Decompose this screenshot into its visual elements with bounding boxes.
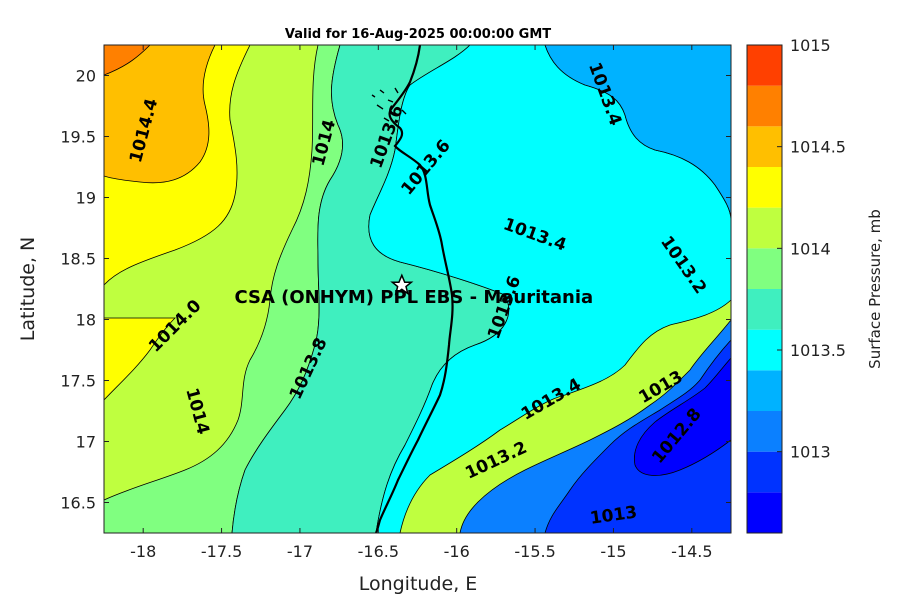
- contour-band-1012.8: [633, 357, 731, 476]
- y-axis: 16.5 17 17.5 18 18.5 19 19.5 20: [60, 67, 731, 513]
- contour-band-1013.2: [544, 45, 731, 221]
- y-tick-label: 16.5: [60, 494, 96, 513]
- y-tick-label: 19: [76, 189, 96, 208]
- colorbar-segment: [747, 126, 782, 167]
- chart-title: Valid for 16-Aug-2025 00:00:00 GMT: [285, 27, 551, 42]
- colorbar-segment: [747, 370, 782, 411]
- y-axis-label: Latitude, N: [17, 237, 39, 342]
- colorbar-segment: [747, 45, 782, 86]
- colorbar-segment: [747, 85, 782, 127]
- contour-band-1014.4: [104, 45, 216, 184]
- colorbar-frame: [746, 44, 783, 534]
- colorbar-segment: [747, 451, 782, 493]
- colorbar-tick-label: 1013: [790, 443, 831, 462]
- colorbar-segment: [747, 329, 782, 371]
- coastline: [374, 45, 454, 533]
- x-tick-label: -15.5: [514, 542, 555, 561]
- y-tick-label: 18: [76, 311, 96, 330]
- colorbar-segment: [747, 492, 782, 533]
- colorbar-ticks: 1013 1013.5 1014 1014.5 1015: [777, 36, 846, 462]
- x-tick-label: -16.5: [358, 542, 399, 561]
- y-tick-label: 20: [76, 67, 96, 86]
- colorbar-tick-label: 1015: [790, 36, 831, 55]
- colorbar-segment: [747, 207, 782, 249]
- colorbar-segment: [747, 411, 782, 452]
- site-star-marker: [390, 273, 414, 296]
- colorbar-segment: [747, 289, 782, 330]
- colorbar-label: Surface Pressure, mb: [866, 209, 884, 369]
- x-tick-label: -14.5: [671, 542, 712, 561]
- x-axis-label: Longitude, E: [359, 573, 478, 595]
- y-tick-label: 18.5: [60, 250, 96, 269]
- site-annotation: CSA (ONHYM) PPL EBS - Mauritania: [234, 287, 593, 308]
- colorbar-tick-label: 1013.5: [790, 341, 846, 360]
- x-tick-label: -16: [444, 542, 470, 561]
- x-tick-label: -15: [600, 542, 626, 561]
- coastline-islands: [371, 87, 407, 122]
- colorbar-tick-label: 1014: [790, 239, 831, 258]
- y-tick-label: 17: [76, 433, 96, 452]
- y-tick-label: 17.5: [60, 372, 96, 391]
- colorbar: [747, 45, 782, 533]
- x-tick-label: -17: [287, 542, 313, 561]
- plot-frame: [103, 44, 732, 534]
- colorbar-tick-label: 1014.5: [790, 138, 846, 157]
- x-tick-label: -18: [130, 542, 156, 561]
- plot-area: 1014.4 101410141014.01013.81013.61013.610…: [104, 45, 731, 533]
- contour-band-1014.2-south: [104, 317, 176, 401]
- colorbar-segment: [747, 167, 782, 208]
- colorbar-segment: [747, 248, 782, 289]
- y-tick-label: 19.5: [60, 128, 96, 147]
- x-tick-label: -17.5: [201, 542, 242, 561]
- contour-band-1013.0-low: [544, 339, 731, 533]
- x-axis: -18 -17.5 -17 -16.5 -16 -15.5 -15 -14.5: [130, 45, 713, 561]
